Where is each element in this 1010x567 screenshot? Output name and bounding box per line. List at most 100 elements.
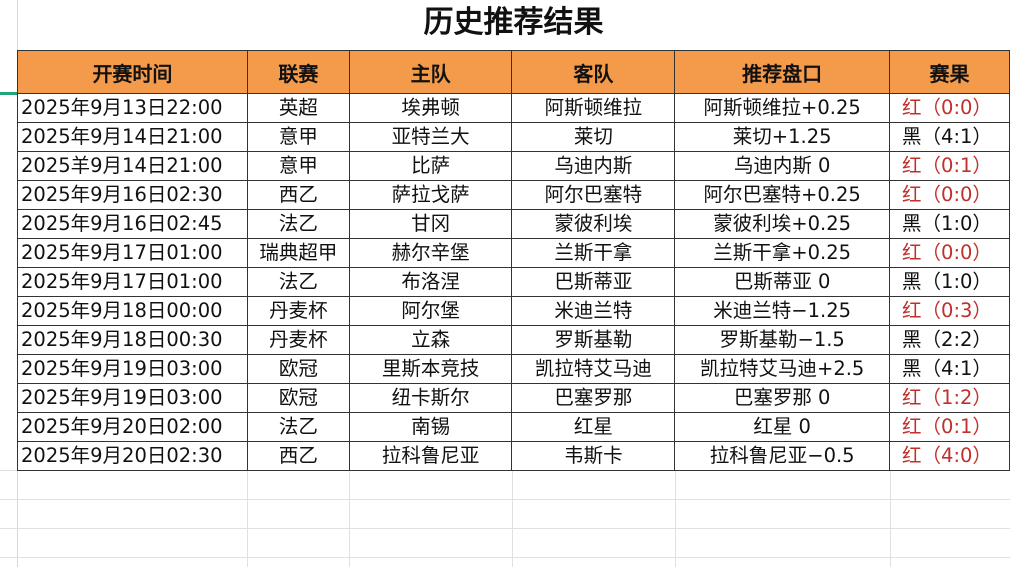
cell-pick[interactable]: 拉科鲁尼亚−0.5	[674, 441, 891, 471]
cell-away[interactable]: 韦斯卡	[511, 441, 676, 471]
cell-time[interactable]: 2025年9月17日01:00	[17, 267, 248, 297]
table-row: 2025年9月19日03:00 欧冠 纽卡斯尔 巴塞罗那 巴塞罗那 0 红（1:2）	[17, 383, 1010, 413]
sheet-title[interactable]: 历史推荐结果	[423, 5, 604, 40]
cell-home[interactable]: 埃弗顿	[348, 93, 513, 123]
cell-result[interactable]: 黑（4:1）	[889, 122, 1010, 152]
cell-home[interactable]: 南锡	[348, 412, 513, 442]
cell-league[interactable]: 意甲	[246, 122, 350, 152]
cell-pick[interactable]: 罗斯基勒−1.5	[674, 325, 891, 355]
header-time[interactable]: 开赛时间	[17, 50, 248, 94]
table-row: 2025年9月17日01:00 瑞典超甲 赫尔辛堡 兰斯干拿 兰斯干拿+0.25 红（0:…	[17, 238, 1010, 268]
cell-home[interactable]: 比萨	[348, 151, 513, 181]
cell-time[interactable]: 2025年9月19日03:00	[17, 354, 248, 384]
table-row: 2025年9月17日01:00 法乙 布洛涅 巴斯蒂亚 巴斯蒂亚 0 黑（1:0）	[17, 267, 1010, 297]
cell-result[interactable]: 黑（1:0）	[889, 267, 1010, 297]
table-row: 2025年9月20日02:00 法乙 南锡 红星 红星 0 红（0:1）	[17, 412, 1010, 442]
cell-result[interactable]: 黑（1:0）	[889, 209, 1010, 239]
cell-league[interactable]: 欧冠	[246, 383, 350, 413]
cell-pick[interactable]: 阿尔巴塞特+0.25	[674, 180, 891, 210]
cell-result[interactable]: 黑（2:2）	[889, 325, 1010, 355]
cell-time[interactable]: 2025年9月18日00:00	[17, 296, 248, 326]
cell-league[interactable]: 欧冠	[246, 354, 350, 384]
table-row: 2025年9月16日02:45 法乙 甘冈 蒙彼利埃 蒙彼利埃+0.25 黑（1:0）	[17, 209, 1010, 239]
cell-away[interactable]: 凯拉特艾马迪	[511, 354, 676, 384]
cell-league[interactable]: 法乙	[246, 267, 350, 297]
header-away[interactable]: 客队	[511, 50, 676, 94]
cell-away[interactable]: 巴塞罗那	[511, 383, 676, 413]
cell-time[interactable]: 2025年9月18日00:30	[17, 325, 248, 355]
header-result[interactable]: 赛果	[889, 50, 1010, 94]
cell-time[interactable]: 2025年9月16日02:45	[17, 209, 248, 239]
gridline	[247, 470, 248, 567]
cell-time[interactable]: 2025年9月17日01:00	[17, 238, 248, 268]
cell-away[interactable]: 阿斯顿维拉	[511, 93, 676, 123]
cell-away[interactable]: 兰斯干拿	[511, 238, 676, 268]
gridline	[349, 470, 350, 567]
cell-time[interactable]: 2025羊9月14日21:00	[17, 151, 248, 181]
table-row: 2025年9月16日02:30 西乙 萨拉戈萨 阿尔巴塞特 阿尔巴塞特+0.25 红（0:…	[17, 180, 1010, 210]
cell-result[interactable]: 红（0:0）	[889, 180, 1010, 210]
cell-league[interactable]: 法乙	[246, 412, 350, 442]
cell-pick[interactable]: 凯拉特艾马迪+2.5	[674, 354, 891, 384]
cell-result[interactable]: 红（0:1）	[889, 412, 1010, 442]
table-row: 2025年9月19日03:00 欧冠 里斯本竞技 凯拉特艾马迪 凯拉特艾马迪+2.5 黑（…	[17, 354, 1010, 384]
cell-league[interactable]: 西乙	[246, 180, 350, 210]
cell-pick[interactable]: 米迪兰特−1.25	[674, 296, 891, 326]
cell-pick[interactable]: 兰斯干拿+0.25	[674, 238, 891, 268]
header-pick[interactable]: 推荐盘口	[674, 50, 891, 94]
cell-result[interactable]: 红（0:1）	[889, 151, 1010, 181]
cell-away[interactable]: 莱切	[511, 122, 676, 152]
cell-result[interactable]: 红（0:0）	[889, 238, 1010, 268]
cell-home[interactable]: 纽卡斯尔	[348, 383, 513, 413]
cell-home[interactable]: 阿尔堡	[348, 296, 513, 326]
table-row: 2025年9月18日00:30 丹麦杯 立森 罗斯基勒 罗斯基勒−1.5 黑（2:2）	[17, 325, 1010, 355]
cell-home[interactable]: 萨拉戈萨	[348, 180, 513, 210]
cell-pick[interactable]: 红星 0	[674, 412, 891, 442]
cell-time[interactable]: 2025年9月20日02:00	[17, 412, 248, 442]
cell-time[interactable]: 2025年9月13日22:00	[17, 93, 248, 123]
cell-league[interactable]: 法乙	[246, 209, 350, 239]
cell-league[interactable]: 丹麦杯	[246, 296, 350, 326]
cell-result[interactable]: 黑（4:1）	[889, 354, 1010, 384]
cell-pick[interactable]: 阿斯顿维拉+0.25	[674, 93, 891, 123]
cell-away[interactable]: 巴斯蒂亚	[511, 267, 676, 297]
table-row: 2025年9月14日21:00 意甲 亚特兰大 莱切 莱切+1.25 黑（4:1）	[17, 122, 1010, 152]
cell-home[interactable]: 立森	[348, 325, 513, 355]
cell-league[interactable]: 丹麦杯	[246, 325, 350, 355]
header-row: 开赛时间 联赛 主队 客队 推荐盘口 赛果	[17, 50, 1010, 94]
cell-time[interactable]: 2025年9月16日02:30	[17, 180, 248, 210]
cell-home[interactable]: 赫尔辛堡	[348, 238, 513, 268]
cell-home[interactable]: 甘冈	[348, 209, 513, 239]
cell-pick[interactable]: 巴斯蒂亚 0	[674, 267, 891, 297]
cell-pick[interactable]: 蒙彼利埃+0.25	[674, 209, 891, 239]
cell-result[interactable]: 红（0:3）	[889, 296, 1010, 326]
header-league[interactable]: 联赛	[246, 50, 350, 94]
table-row: 2025年9月20日02:30 西乙 拉科鲁尼亚 韦斯卡 拉科鲁尼亚−0.5 红（4:0）	[17, 441, 1010, 471]
cell-away[interactable]: 红星	[511, 412, 676, 442]
cell-home[interactable]: 里斯本竞技	[348, 354, 513, 384]
cell-away[interactable]: 蒙彼利埃	[511, 209, 676, 239]
cell-away[interactable]: 罗斯基勒	[511, 325, 676, 355]
cell-home[interactable]: 拉科鲁尼亚	[348, 441, 513, 471]
cell-pick[interactable]: 巴塞罗那 0	[674, 383, 891, 413]
cell-time[interactable]: 2025年9月14日21:00	[17, 122, 248, 152]
cell-league[interactable]: 瑞典超甲	[246, 238, 350, 268]
cell-league[interactable]: 西乙	[246, 441, 350, 471]
cell-away[interactable]: 乌迪内斯	[511, 151, 676, 181]
cell-result[interactable]: 红（0:0）	[889, 93, 1010, 123]
cell-pick[interactable]: 莱切+1.25	[674, 122, 891, 152]
cell-result[interactable]: 红（4:0）	[889, 441, 1010, 471]
cell-result[interactable]: 红（1:2）	[889, 383, 1010, 413]
cell-home[interactable]: 布洛涅	[348, 267, 513, 297]
table-row: 2025年9月18日00:00 丹麦杯 阿尔堡 米迪兰特 米迪兰特−1.25 红（0:3）	[17, 296, 1010, 326]
cell-home[interactable]: 亚特兰大	[348, 122, 513, 152]
cell-league[interactable]: 英超	[246, 93, 350, 123]
header-home[interactable]: 主队	[348, 50, 513, 94]
cell-away[interactable]: 阿尔巴塞特	[511, 180, 676, 210]
cell-league[interactable]: 意甲	[246, 151, 350, 181]
cell-away[interactable]: 米迪兰特	[511, 296, 676, 326]
empty-grid-area[interactable]	[0, 470, 1010, 567]
cell-pick[interactable]: 乌迪内斯 0	[674, 151, 891, 181]
cell-time[interactable]: 2025年9月19日03:00	[17, 383, 248, 413]
cell-time[interactable]: 2025年9月20日02:30	[17, 441, 248, 471]
